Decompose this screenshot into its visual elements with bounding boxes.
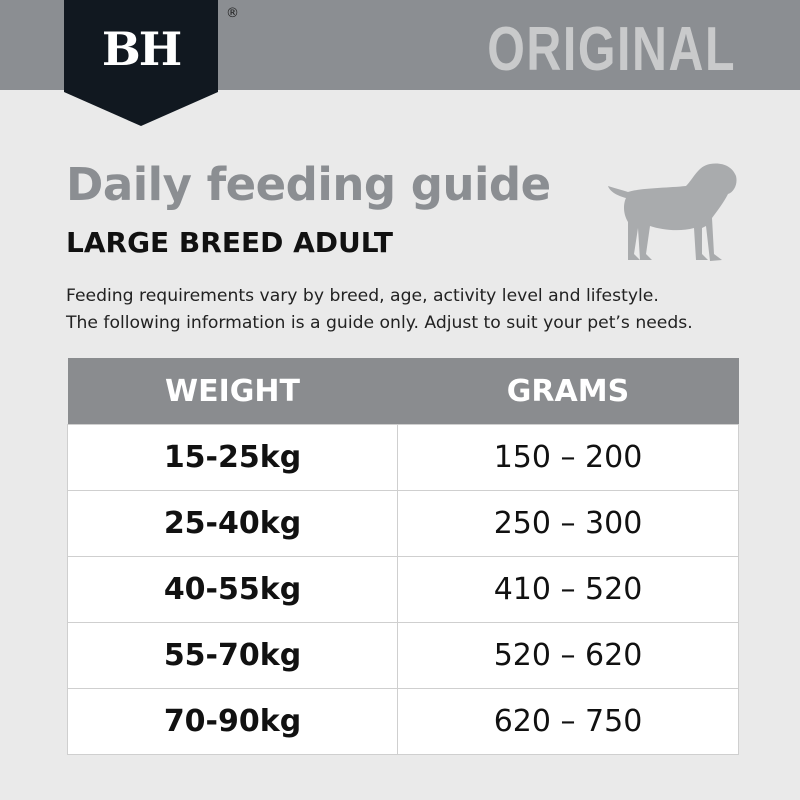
table-row: 40-55kg 410 – 520 xyxy=(67,556,739,623)
logo-badge xyxy=(64,0,218,126)
table-row: 25-40kg 250 – 300 xyxy=(67,490,739,557)
page-title: Daily feeding guide xyxy=(66,158,551,211)
description-line: Feeding requirements vary by breed, age,… xyxy=(66,286,659,306)
logo-text: BH xyxy=(101,22,182,76)
grams-cell: 150 – 200 xyxy=(397,424,739,491)
registered-mark: ® xyxy=(226,6,239,21)
weight-cell: 40-55kg xyxy=(67,556,398,623)
weight-cell: 70-90kg xyxy=(67,688,398,755)
page-subtitle: LARGE BREED ADULT xyxy=(66,226,394,259)
table-row: 55-70kg 520 – 620 xyxy=(67,622,739,689)
header-grams: GRAMS xyxy=(397,358,739,425)
header-weight: WEIGHT xyxy=(67,358,398,425)
grams-cell: 250 – 300 xyxy=(397,490,739,557)
feeding-table: WEIGHT GRAMS 15-25kg 150 – 200 25-40kg 250… xyxy=(67,358,739,755)
description: Feeding requirements vary by breed, age,… xyxy=(66,283,693,337)
table-row: 15-25kg 150 – 200 xyxy=(67,424,739,491)
grams-cell: 520 – 620 xyxy=(397,622,739,689)
table-row: 70-90kg 620 – 750 xyxy=(67,688,739,755)
dog-silhouette-icon xyxy=(608,163,737,261)
weight-cell: 25-40kg xyxy=(67,490,398,557)
table-header-row: WEIGHT GRAMS xyxy=(67,358,739,425)
weight-cell: 55-70kg xyxy=(67,622,398,689)
weight-cell: 15-25kg xyxy=(67,424,398,491)
grams-cell: 410 – 520 xyxy=(397,556,739,623)
variant-label: ORIGINAL xyxy=(487,15,736,84)
description-line: The following information is a guide onl… xyxy=(66,313,693,333)
grams-cell: 620 – 750 xyxy=(397,688,739,755)
